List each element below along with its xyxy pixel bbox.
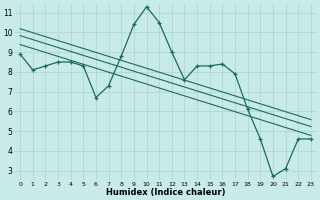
X-axis label: Humidex (Indice chaleur): Humidex (Indice chaleur)	[106, 188, 225, 197]
